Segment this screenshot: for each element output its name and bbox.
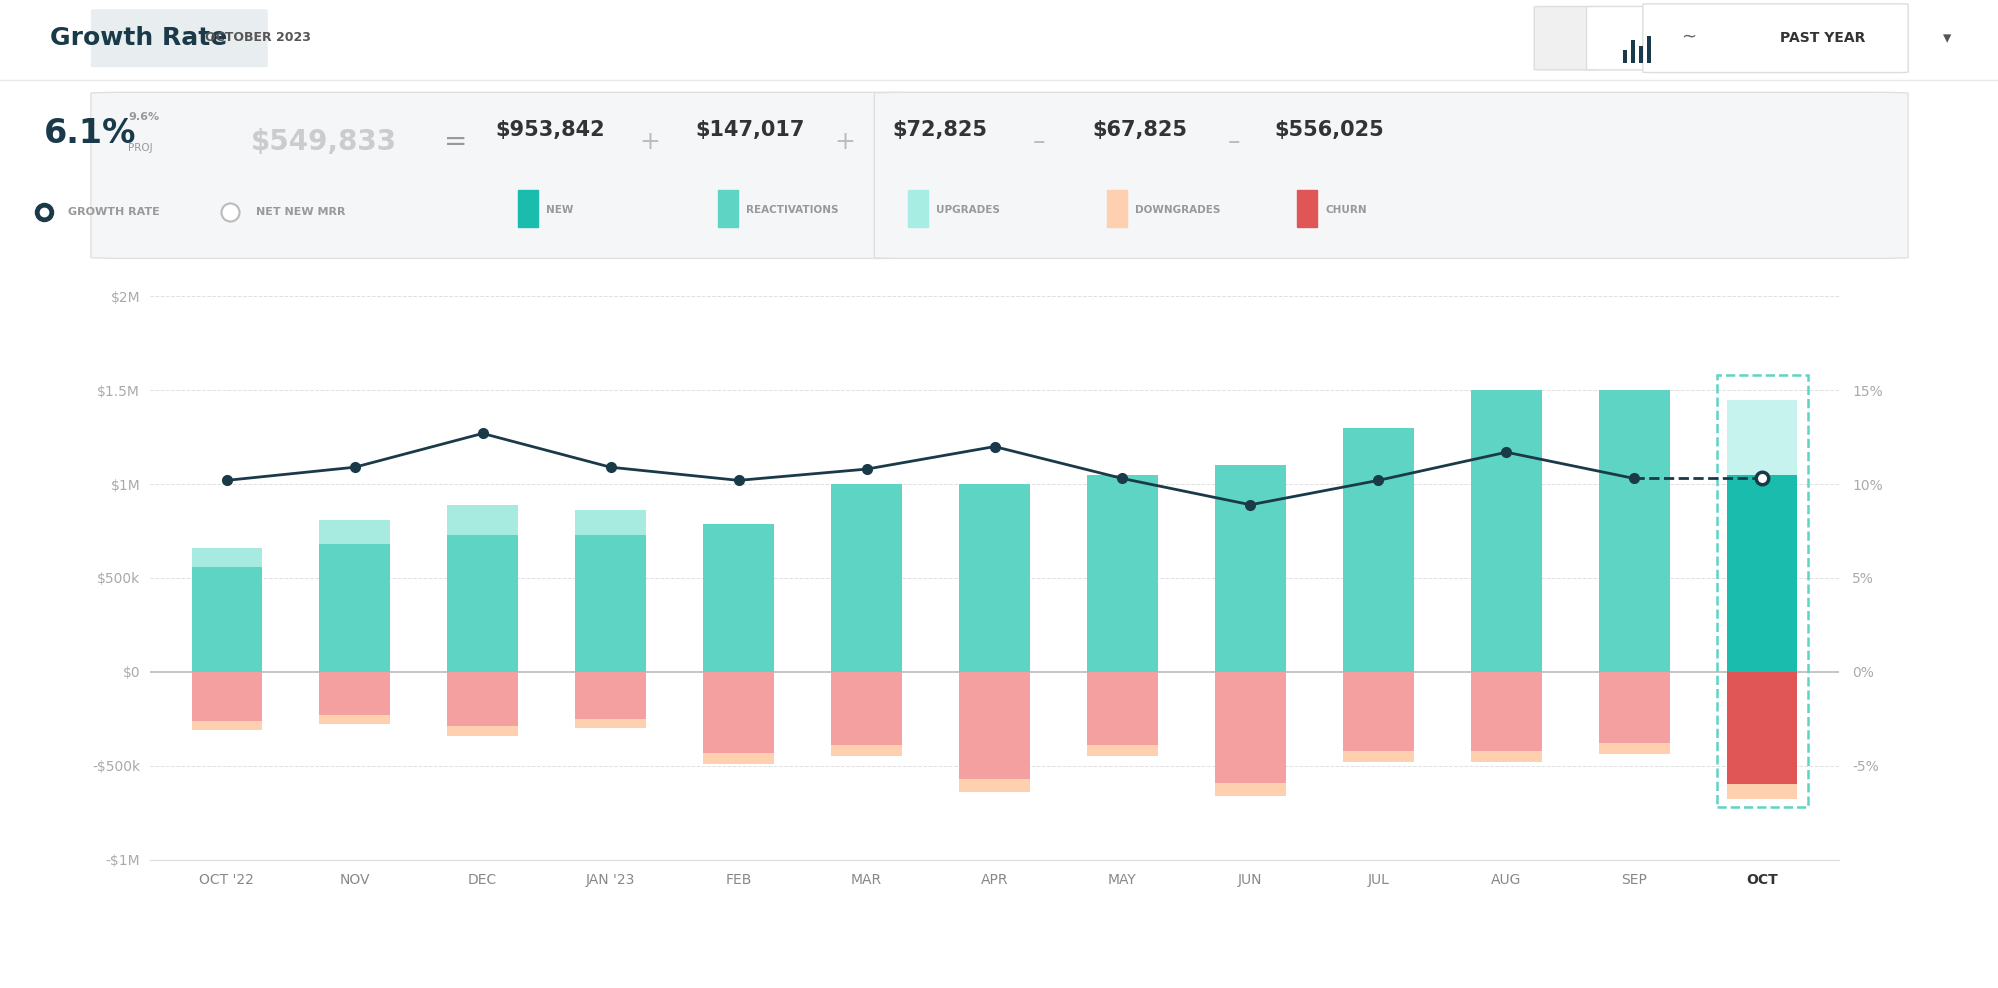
Text: NET NEW MRR: NET NEW MRR	[256, 206, 346, 217]
Bar	[448, 535, 517, 672]
Bar	[1215, 672, 1285, 782]
Text: GROWTH RATE: GROWTH RATE	[68, 206, 160, 217]
Text: +: +	[639, 130, 659, 154]
Bar	[1107, 190, 1127, 226]
Text: CHURN: CHURN	[1325, 206, 1367, 215]
Bar	[1598, 743, 1668, 755]
Bar	[831, 484, 901, 672]
Bar	[320, 672, 390, 715]
Bar	[831, 745, 901, 757]
Text: $549,833: $549,833	[250, 128, 398, 156]
Bar	[1726, 475, 1796, 672]
Bar	[1215, 465, 1285, 672]
Bar	[517, 190, 537, 226]
Text: PROJ: PROJ	[128, 143, 152, 153]
Bar	[1598, 390, 1668, 672]
Text: +: +	[833, 130, 855, 154]
Bar	[448, 505, 517, 535]
FancyBboxPatch shape	[1586, 7, 1650, 70]
FancyBboxPatch shape	[1532, 7, 1598, 70]
Bar	[1726, 672, 1796, 784]
Text: REACTIVATIONS: REACTIVATIONS	[745, 206, 837, 215]
Bar	[1297, 190, 1317, 226]
Bar	[831, 672, 901, 745]
Bar	[448, 726, 517, 736]
Bar	[1630, 40, 1634, 63]
FancyBboxPatch shape	[873, 92, 1908, 259]
Text: –: –	[1227, 130, 1241, 154]
Text: $556,025: $556,025	[1275, 120, 1383, 139]
Text: ▾: ▾	[1942, 29, 1950, 46]
Text: 6.1%: 6.1%	[44, 117, 136, 150]
Bar	[448, 672, 517, 726]
Bar	[959, 779, 1029, 792]
Bar	[1646, 36, 1650, 63]
Bar	[192, 548, 262, 567]
FancyBboxPatch shape	[90, 9, 268, 67]
Bar	[703, 524, 773, 672]
Bar	[959, 484, 1029, 672]
Text: UPGRADES: UPGRADES	[935, 206, 999, 215]
Bar	[703, 753, 773, 764]
Text: PAST YEAR: PAST YEAR	[1780, 31, 1864, 44]
Bar	[907, 190, 927, 226]
Bar	[320, 520, 390, 544]
Text: NEW: NEW	[545, 206, 573, 215]
Bar	[1215, 782, 1285, 795]
Text: 9.6%: 9.6%	[128, 112, 160, 122]
Text: $67,825: $67,825	[1091, 120, 1187, 139]
Bar	[703, 672, 773, 753]
Bar	[1087, 745, 1157, 757]
Text: $953,842: $953,842	[496, 120, 603, 139]
Bar	[1638, 46, 1642, 63]
Text: OCTOBER 2023: OCTOBER 2023	[206, 32, 310, 44]
Bar	[575, 535, 645, 672]
Bar	[1087, 672, 1157, 745]
Bar	[1343, 751, 1413, 762]
Text: DOWNGRADES: DOWNGRADES	[1135, 206, 1221, 215]
FancyBboxPatch shape	[90, 92, 915, 259]
Bar	[717, 190, 737, 226]
Bar	[192, 672, 262, 720]
Bar	[1087, 475, 1157, 672]
Bar	[1471, 390, 1540, 672]
Bar	[575, 672, 645, 719]
Bar	[192, 720, 262, 730]
Text: –: –	[1033, 130, 1045, 154]
Bar	[320, 715, 390, 724]
Bar	[1726, 400, 1796, 475]
Bar	[575, 511, 645, 535]
Text: $147,017: $147,017	[695, 120, 803, 139]
Bar	[575, 719, 645, 728]
Text: =: =	[444, 128, 468, 156]
Text: Growth Rate: Growth Rate	[50, 26, 228, 49]
FancyBboxPatch shape	[1642, 4, 1908, 72]
Text: $72,825: $72,825	[891, 120, 987, 139]
Bar	[959, 672, 1029, 779]
Bar	[1726, 784, 1796, 799]
Bar	[320, 544, 390, 672]
Bar	[1471, 751, 1540, 762]
Bar	[1598, 672, 1668, 743]
Bar	[1471, 672, 1540, 751]
Bar	[192, 567, 262, 672]
Bar	[1343, 672, 1413, 751]
Text: ∼: ∼	[1680, 29, 1696, 46]
Bar	[1622, 50, 1626, 63]
Bar	[1343, 428, 1413, 672]
